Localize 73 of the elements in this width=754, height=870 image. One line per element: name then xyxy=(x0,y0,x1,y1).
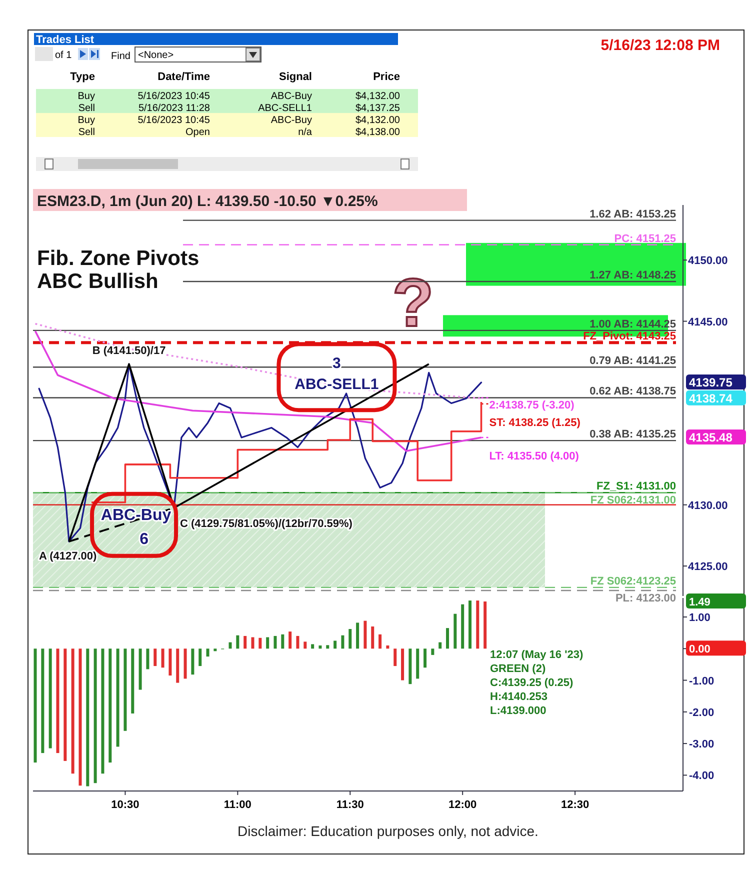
y-tick-label: 4150.00 xyxy=(688,255,728,268)
annotation: B (4141.50)/17 xyxy=(92,345,166,358)
y-tick-label: 4130.00 xyxy=(688,500,728,512)
y-tick-label: -4.00 xyxy=(689,770,714,782)
y-tick-label: 1.00 xyxy=(689,612,710,624)
text: Disclaimer: Education purposes only, not advice. xyxy=(238,823,538,839)
annotation: C (4129.75/81.05%)/(12br/70.59%) xyxy=(180,518,353,530)
text: of 1 xyxy=(55,50,72,61)
annotation: ? xyxy=(392,265,434,341)
text: n/a xyxy=(298,127,312,138)
ref-line-label: 2:4138.75 (-3.20) xyxy=(489,400,575,412)
text: $4,132.00 xyxy=(356,91,400,102)
annotation: 12:07 (May 16 '23) xyxy=(490,649,584,661)
text: <None> xyxy=(138,50,174,61)
text: Fib. Zone Pivots xyxy=(37,247,200,270)
y-tick-label: -2.00 xyxy=(689,706,714,719)
text: $4,137.25 xyxy=(356,103,400,114)
text: Date/Time xyxy=(158,71,210,83)
text: Trades List xyxy=(36,34,94,46)
text: $4,132.00 xyxy=(356,115,400,126)
annotation: GREEN (2) xyxy=(490,663,546,675)
y-tick-label: -3.00 xyxy=(689,738,714,751)
text: $4,138.00 xyxy=(356,127,400,138)
ref-line-label: PC: 4151.25 xyxy=(614,232,676,245)
text: 5/16/2023 11:28 xyxy=(138,103,210,114)
ref-line-label: 0.38 AB: 4135.25 xyxy=(590,428,676,441)
x-tick-label: 12:30 xyxy=(560,799,590,811)
text: 4138.74 xyxy=(689,391,733,406)
y-tick-label: 4145.00 xyxy=(688,316,728,328)
ref-line-label: 1.27 AB: 4148.25 xyxy=(590,269,676,282)
y-tick-label: 0.00 xyxy=(689,644,710,656)
ref-line-label: 0.79 AB: 4141.25 xyxy=(590,355,676,368)
y-tick-label: 4125.00 xyxy=(688,561,728,574)
text: Buy xyxy=(78,115,95,126)
text: Sell xyxy=(78,127,95,138)
annotation: 6 xyxy=(140,530,149,548)
x-tick-label: 11:30 xyxy=(336,799,364,811)
annotation: A (4127.00) xyxy=(38,550,98,563)
text: Open xyxy=(186,127,210,138)
text: 1.49 xyxy=(689,596,710,608)
text: 4135.48 xyxy=(689,430,733,445)
text: 4139.75 xyxy=(689,375,733,390)
x-tick-label: 11:00 xyxy=(224,799,252,811)
ref-line-label: 0.62 AB: 4138.75 xyxy=(590,386,676,398)
ref-line-label: FZ S062:4123.25 xyxy=(590,575,676,588)
text: 5/16/23 12:08 PM xyxy=(600,37,720,54)
annotation: ESM23.D, 1m (Jun 20) L: 4139.50 -10.50 ▼0.25% xyxy=(37,193,378,210)
text: 5/16/2023 10:45 xyxy=(138,115,210,126)
annotation: C:4139.25 (0.25) xyxy=(490,677,574,689)
text: ABC-SELL1 xyxy=(258,103,312,114)
annotation: L:4139.000 xyxy=(490,705,546,717)
text: ABC-Buy xyxy=(270,115,312,126)
x-tick-label: 12:00 xyxy=(448,799,477,811)
text: ABC-Buy xyxy=(270,91,312,102)
ref-line-label: 1.62 AB: 4153.25 xyxy=(590,208,676,220)
text: Signal xyxy=(278,71,312,83)
annotation: ABC-SELL1 xyxy=(294,376,379,394)
text: 5/16/2023 10:45 xyxy=(138,91,210,102)
text: Type xyxy=(70,71,95,83)
text: Sell xyxy=(78,103,95,114)
text: Find xyxy=(111,51,130,62)
annotation: ABC-Buy xyxy=(100,506,172,524)
y-tick-label: -1.00 xyxy=(689,675,714,688)
ref-line-label: FZ_S1: 4131.00 xyxy=(596,480,676,493)
text: Price xyxy=(373,71,400,83)
ref-line-label: ST: 4138.25 (1.25) xyxy=(489,416,581,429)
ref-line-label: FZ S062:4131.00 xyxy=(590,494,676,507)
ref-line-label: PL: 4123.00 xyxy=(615,592,676,604)
ref-line-label: LT: 4135.50 (4.00) xyxy=(489,450,580,463)
text: ABC Bullish xyxy=(37,270,158,293)
annotation: H:4140.253 xyxy=(490,691,548,703)
text: Buy xyxy=(78,91,95,102)
x-tick-label: 10:30 xyxy=(111,799,140,811)
